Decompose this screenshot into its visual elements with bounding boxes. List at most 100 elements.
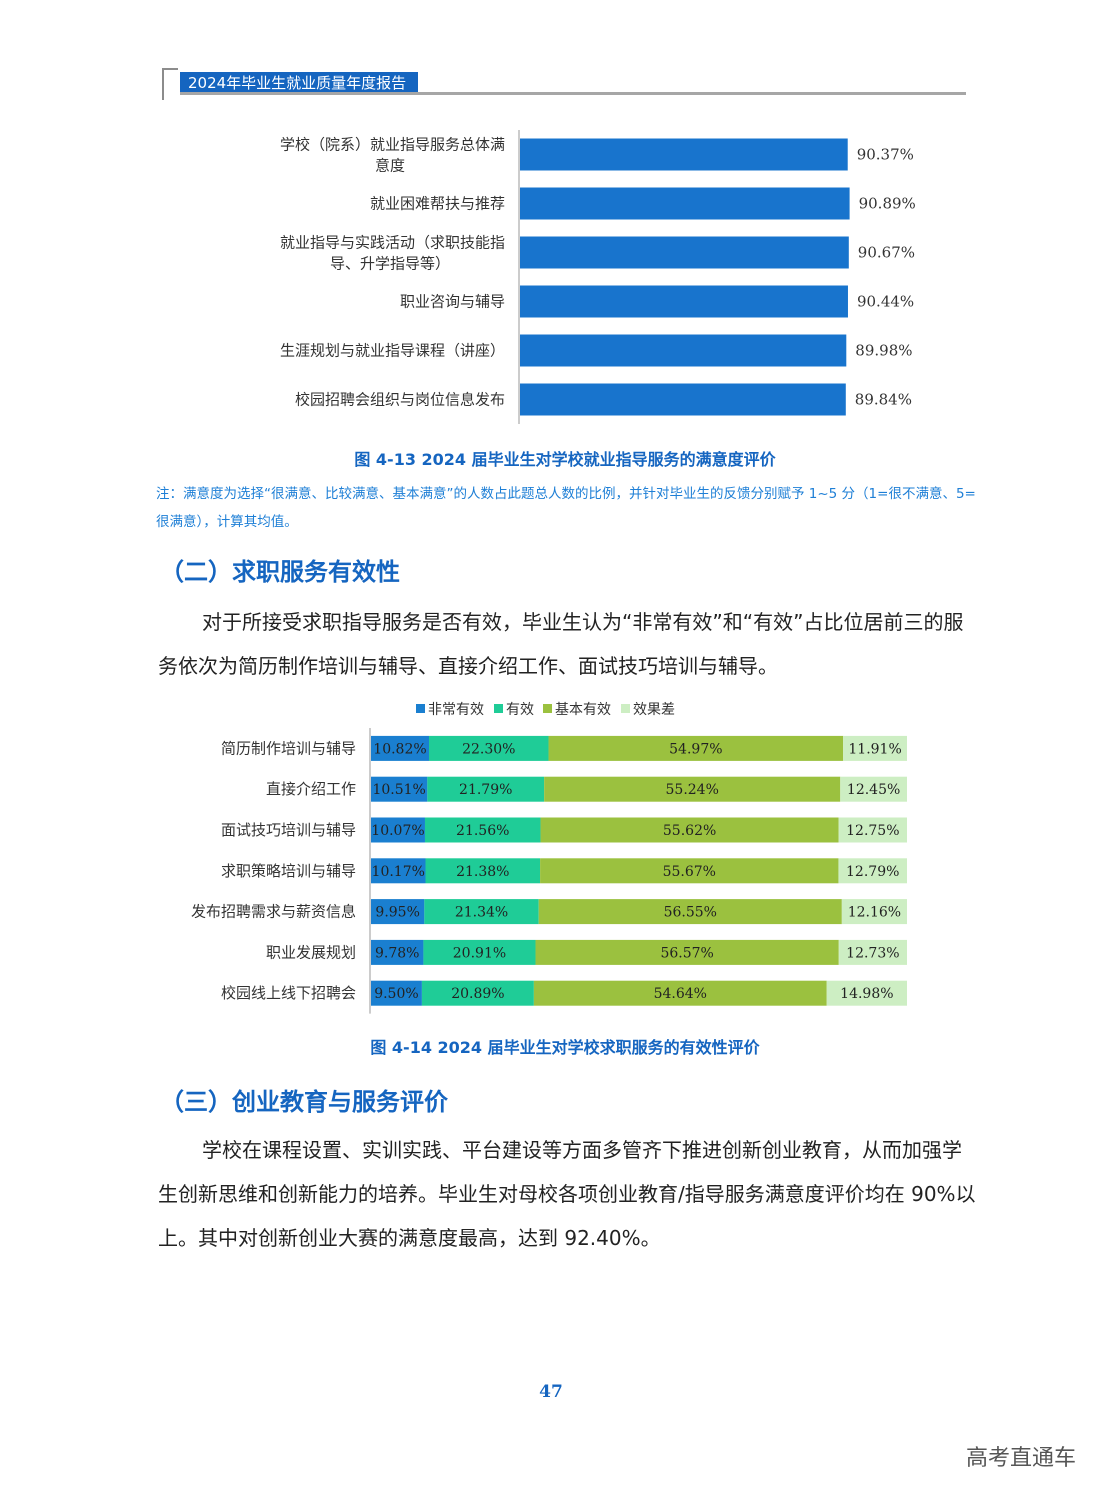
segment-value-label: 55.67% — [663, 864, 716, 880]
figure-13-caption: 图 4-13 2024 届毕业生对学校就业指导服务的满意度评价 — [354, 450, 776, 469]
bar-segment — [427, 776, 545, 802]
legend-label: 基本有效 — [555, 701, 611, 718]
segment-value-label: 20.91% — [453, 945, 506, 961]
bar-segment — [371, 735, 429, 761]
section-2-title: （二）求职服务有效性 — [160, 558, 400, 586]
bar-segment — [540, 817, 839, 843]
value-label: 89.98% — [855, 342, 912, 360]
bar-segment — [838, 817, 907, 843]
segment-value-label: 12.75% — [846, 823, 899, 839]
category-label: 导、升学指导等） — [330, 255, 450, 273]
bar-segment — [371, 939, 424, 965]
bar-segment — [544, 776, 841, 802]
value-label: 90.37% — [857, 146, 914, 164]
segment-value-label: 56.55% — [664, 905, 717, 921]
bar — [520, 383, 846, 416]
report-header-title: 2024年毕业生就业质量年度报告 — [180, 72, 418, 94]
header-frame — [162, 68, 178, 100]
category-label: 校园线上线下招聘会 — [221, 984, 356, 1002]
bar-segment — [841, 899, 907, 925]
legend-swatch — [543, 704, 552, 713]
bar-segment — [535, 939, 839, 965]
legend-label: 有效 — [506, 702, 534, 718]
category-label: 面试技巧培训与辅导 — [221, 821, 356, 839]
section-3-text: 学校在课程设置、实训实践、平台建设等方面多管齐下推进创新创业教育，从而加强学生创… — [158, 1138, 976, 1250]
value-label: 90.89% — [859, 195, 916, 213]
bar-segment — [548, 735, 844, 761]
bar-segment — [540, 858, 839, 884]
bar-segment — [371, 776, 428, 802]
bar-segment — [843, 735, 907, 761]
legend-label: 效果差 — [633, 702, 675, 718]
bar-segment — [423, 939, 536, 965]
bar-segment — [538, 899, 842, 925]
value-label: 89.84% — [855, 391, 912, 409]
category-label: 职业发展规划 — [266, 943, 356, 961]
category-label: 就业困难帮扶与推荐 — [370, 195, 505, 213]
segment-value-label: 21.38% — [456, 864, 509, 880]
segment-value-label: 55.62% — [663, 823, 716, 839]
segment-value-label: 21.79% — [459, 782, 512, 798]
segment-value-label: 9.78% — [375, 945, 419, 961]
category-label: 直接介绍工作 — [266, 780, 356, 798]
segment-value-label: 12.73% — [846, 945, 899, 961]
bar — [520, 334, 847, 367]
segment-value-label: 54.64% — [654, 986, 707, 1002]
category-label: 职业咨询与辅导 — [400, 293, 505, 311]
section-3-paragraph: 学校在课程设置、实训实践、平台建设等方面多管齐下推进创新创业教育，从而加强学生创… — [158, 1128, 980, 1260]
segment-value-label: 9.50% — [374, 986, 418, 1002]
segment-value-label: 10.17% — [372, 864, 425, 880]
category-label: 发布招聘需求与薪资信息 — [191, 903, 356, 921]
bar-segment — [826, 980, 907, 1006]
bar — [520, 285, 848, 318]
legend-swatch — [416, 704, 425, 713]
bar-segment — [838, 939, 907, 965]
value-label: 90.67% — [858, 244, 915, 262]
bar-segment — [424, 817, 541, 843]
bar-segment — [533, 980, 827, 1006]
bar-segment — [840, 776, 907, 802]
category-label: 校园招聘会组织与岗位信息发布 — [295, 391, 505, 409]
category-label: 就业指导与实践活动（求职技能指 — [280, 234, 505, 252]
segment-value-label: 10.82% — [373, 741, 426, 757]
header-rule — [180, 92, 966, 95]
bar-segment — [838, 858, 907, 884]
bar — [520, 138, 848, 171]
segment-value-label: 12.45% — [847, 782, 900, 798]
segment-value-label: 56.57% — [660, 945, 713, 961]
segment-value-label: 22.30% — [462, 741, 515, 757]
category-label: 生涯规划与就业指导课程（讲座） — [280, 342, 505, 360]
segment-value-label: 21.34% — [455, 905, 508, 921]
bar-segment — [424, 899, 539, 925]
bar-segment — [421, 980, 534, 1006]
figure-13-note: 注：满意度为选择“很满意、比较满意、基本满意”的人数占此题总人数的比例，并针对毕… — [156, 486, 976, 530]
bar-segment — [371, 899, 425, 925]
segment-value-label: 21.56% — [456, 823, 509, 839]
watermark: 高考直通车 — [965, 1446, 1076, 1471]
segment-value-label: 9.95% — [375, 905, 419, 921]
legend-swatch — [621, 704, 630, 713]
segment-value-label: 55.24% — [666, 782, 719, 798]
segment-value-label: 54.97% — [669, 741, 722, 757]
page-number: 47 — [539, 1382, 563, 1402]
category-label: 学校（院系）就业指导服务总体满 — [280, 136, 505, 154]
segment-value-label: 11.91% — [848, 741, 901, 757]
bar-segment — [371, 817, 425, 843]
legend-swatch — [494, 704, 503, 713]
bar-segment — [425, 858, 541, 884]
segment-value-label: 14.98% — [840, 986, 893, 1002]
figure-14-caption: 图 4-14 2024 届毕业生对学校求职服务的有效性评价 — [370, 1038, 760, 1057]
segment-value-label: 10.51% — [372, 782, 425, 798]
section-2-text: 对于所接受求职指导服务是否有效，毕业生认为“非常有效”和“有效”占比位居前三的服… — [158, 610, 964, 678]
bar-segment — [428, 735, 549, 761]
category-label: 求职策略培训与辅导 — [221, 862, 356, 880]
segment-value-label: 12.16% — [848, 905, 901, 921]
segment-value-label: 12.79% — [846, 864, 899, 880]
value-label: 90.44% — [857, 293, 914, 311]
bar-segment — [371, 980, 422, 1006]
segment-value-label: 10.07% — [371, 823, 424, 839]
section-3-title: （三）创业教育与服务评价 — [160, 1088, 448, 1116]
bar — [520, 187, 850, 220]
